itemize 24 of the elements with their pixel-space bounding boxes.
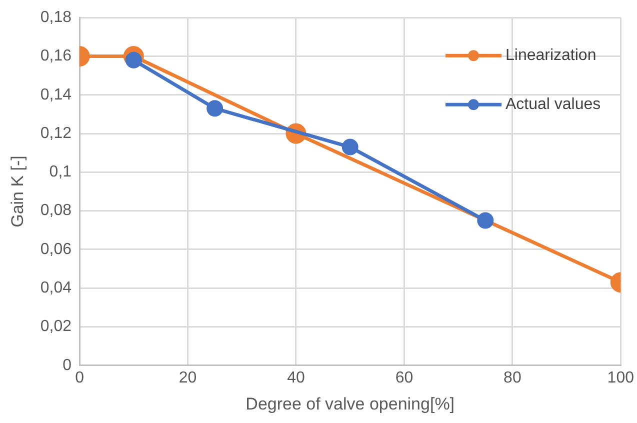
- x-tick-label: 20: [178, 369, 197, 386]
- y-tick-label: 0,18: [40, 9, 72, 26]
- y-tick-label: 0,1: [49, 164, 72, 181]
- legend-label: Linearization: [505, 47, 596, 64]
- x-tick-label: 100: [607, 369, 634, 386]
- x-tick-label: 40: [287, 369, 305, 386]
- y-tick-label: 0: [62, 356, 72, 374]
- x-tick-label: 0: [75, 369, 84, 386]
- y-tick-label: 0,08: [40, 202, 72, 220]
- point: [206, 100, 224, 117]
- y-tick-label: 0,16: [40, 48, 72, 65]
- y-tick-label: 0,06: [40, 240, 72, 258]
- y-tick-label: 0,12: [40, 124, 72, 142]
- legend-label: Actual values: [505, 96, 601, 114]
- point: [342, 138, 358, 156]
- y-tick-label: 0,04: [40, 280, 72, 297]
- y-tick-label: 0,14: [40, 86, 72, 104]
- x-tick-label: 80: [504, 369, 522, 386]
- point: [477, 212, 494, 229]
- y-axis-title: Gain K [-]: [8, 156, 27, 228]
- x-axis-title: Degree of valve opening[%]: [246, 394, 455, 414]
- x-tick-label: 60: [395, 369, 414, 386]
- y-tick-label: 0,02: [40, 318, 72, 336]
- point: [125, 52, 142, 68]
